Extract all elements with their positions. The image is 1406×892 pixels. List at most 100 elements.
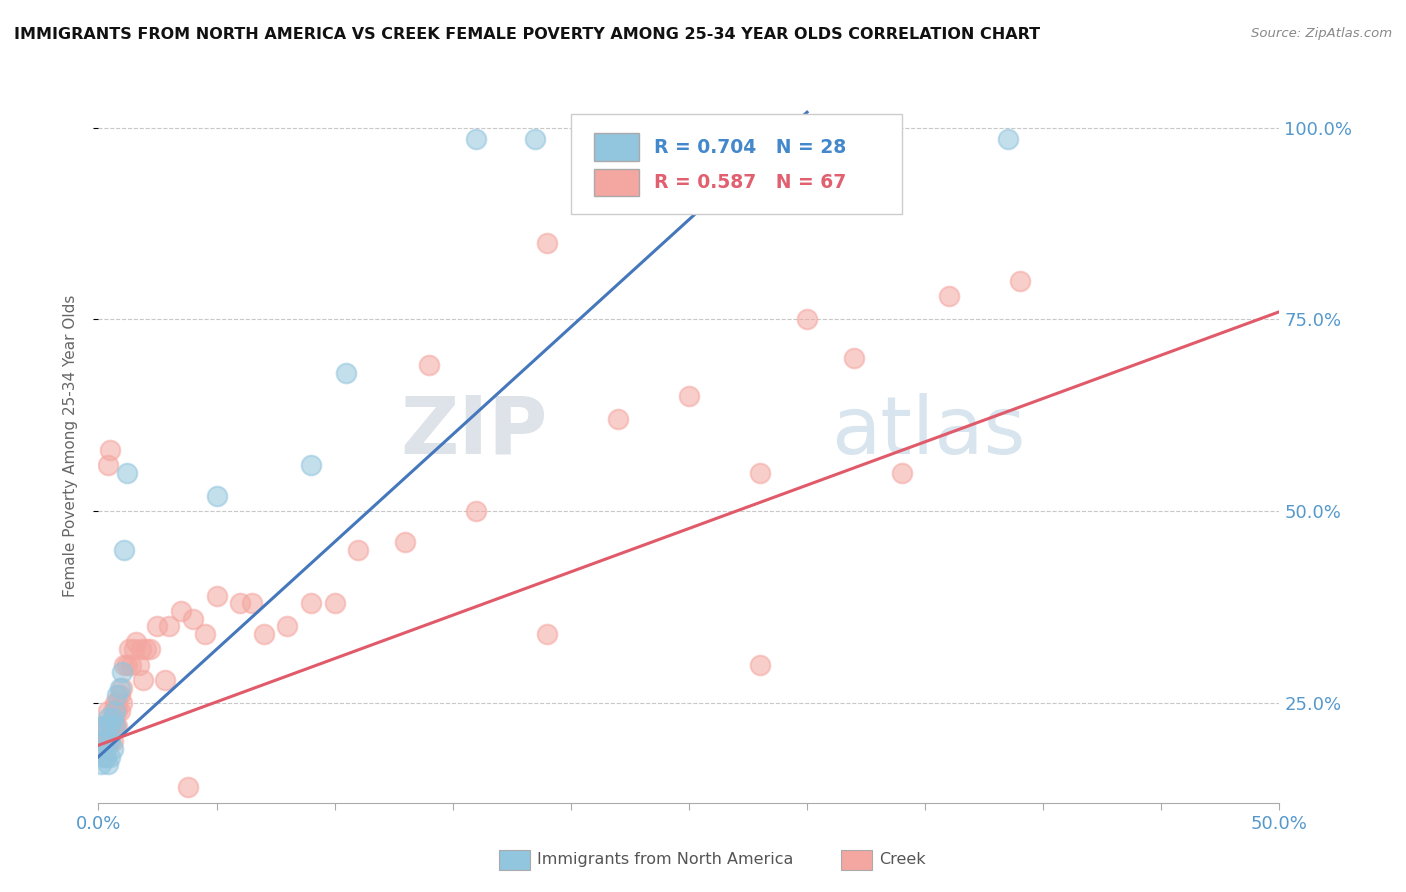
Point <box>607 412 630 426</box>
Text: atlas: atlas <box>831 392 1025 471</box>
Point <box>98 734 121 748</box>
Point <box>91 719 114 733</box>
Point <box>91 749 114 764</box>
Point <box>94 719 117 733</box>
Text: Source: ZipAtlas.com: Source: ZipAtlas.com <box>1251 27 1392 40</box>
Point <box>997 132 1019 146</box>
Point <box>181 612 204 626</box>
Point <box>536 235 558 250</box>
Point <box>111 681 134 695</box>
Point <box>536 627 558 641</box>
Point <box>118 642 141 657</box>
Point <box>90 757 112 772</box>
Point <box>796 312 818 326</box>
Point <box>97 458 120 473</box>
Point <box>104 696 127 710</box>
Point <box>104 719 127 733</box>
Point <box>253 627 276 641</box>
Point <box>101 711 124 725</box>
Point <box>98 719 121 733</box>
Point <box>128 657 150 672</box>
Point <box>101 719 124 733</box>
FancyBboxPatch shape <box>571 114 901 214</box>
Point <box>94 749 117 764</box>
Point <box>299 596 322 610</box>
Point <box>112 657 135 672</box>
Point <box>105 689 128 703</box>
Point <box>335 811 357 825</box>
Point <box>125 634 148 648</box>
Point <box>157 619 180 633</box>
Point <box>465 132 488 146</box>
Point <box>90 734 112 748</box>
Point <box>132 673 155 687</box>
Point <box>108 681 131 695</box>
Point <box>1008 274 1031 288</box>
FancyBboxPatch shape <box>595 134 640 161</box>
Text: IMMIGRANTS FROM NORTH AMERICA VS CREEK FEMALE POVERTY AMONG 25-34 YEAR OLDS CORR: IMMIGRANTS FROM NORTH AMERICA VS CREEK F… <box>14 27 1040 42</box>
Point <box>104 704 127 718</box>
Point <box>97 704 120 718</box>
Point <box>205 589 228 603</box>
Point <box>97 757 120 772</box>
Point <box>101 742 124 756</box>
Point <box>335 366 357 380</box>
Point <box>94 749 117 764</box>
Point <box>91 719 114 733</box>
Point <box>105 704 128 718</box>
Point <box>112 542 135 557</box>
Point <box>122 642 145 657</box>
Point <box>91 734 114 748</box>
Point <box>748 466 770 480</box>
Point <box>418 359 440 373</box>
Point <box>240 596 263 610</box>
Text: Creek: Creek <box>879 853 925 867</box>
Point <box>98 719 121 733</box>
Point <box>146 619 169 633</box>
Text: R = 0.704   N = 28: R = 0.704 N = 28 <box>654 137 846 156</box>
Point <box>91 742 114 756</box>
FancyBboxPatch shape <box>595 169 640 196</box>
Point <box>299 458 322 473</box>
Point <box>98 734 121 748</box>
Point <box>90 742 112 756</box>
Point <box>170 604 193 618</box>
Point <box>98 749 121 764</box>
Point <box>97 734 120 748</box>
Point <box>94 734 117 748</box>
Point <box>205 489 228 503</box>
Point <box>748 657 770 672</box>
Text: R = 0.587   N = 67: R = 0.587 N = 67 <box>654 173 846 192</box>
Point <box>153 673 176 687</box>
Point <box>108 704 131 718</box>
Point <box>177 780 200 795</box>
Point <box>229 596 252 610</box>
Point <box>347 542 370 557</box>
Point <box>115 466 138 480</box>
Point <box>276 619 298 633</box>
Point <box>323 596 346 610</box>
Point <box>104 719 127 733</box>
Point <box>394 535 416 549</box>
Text: Immigrants from North America: Immigrants from North America <box>537 853 793 867</box>
Point <box>938 289 960 303</box>
Point <box>94 719 117 733</box>
Point <box>524 132 547 146</box>
Point <box>139 642 162 657</box>
Point <box>844 351 866 365</box>
Point <box>129 642 152 657</box>
Point <box>90 727 112 741</box>
Point <box>465 504 488 518</box>
Point <box>101 734 124 748</box>
Point <box>101 704 124 718</box>
Y-axis label: Female Poverty Among 25-34 Year Olds: Female Poverty Among 25-34 Year Olds <box>63 295 77 597</box>
Point <box>121 657 143 672</box>
Point <box>94 734 117 748</box>
Point <box>115 657 138 672</box>
Point <box>108 689 131 703</box>
Point <box>111 665 134 680</box>
Point <box>105 719 128 733</box>
Text: ZIP: ZIP <box>399 392 547 471</box>
Point <box>678 389 700 403</box>
Point <box>111 696 134 710</box>
